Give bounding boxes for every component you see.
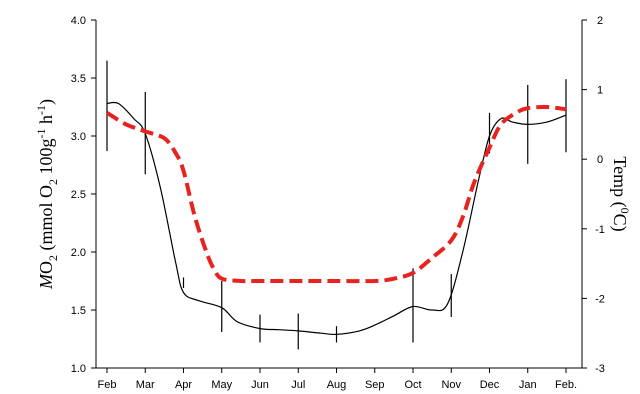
left-tick-label: 2.0 xyxy=(71,247,86,259)
right-tick-label: 0 xyxy=(597,154,603,166)
series-lines xyxy=(105,101,567,336)
right-tick-label: -1 xyxy=(595,224,605,236)
x-tick-label: Dec xyxy=(480,379,500,391)
right-tick-label: -2 xyxy=(595,293,605,305)
right-tick-label: -3 xyxy=(595,363,605,375)
x-tick-label: Aug xyxy=(327,379,347,391)
left-tick-label: 1.5 xyxy=(71,305,86,317)
x-tick-label: Feb xyxy=(98,379,117,391)
series-line-mo2 xyxy=(106,101,567,336)
left-tick-label: 1.0 xyxy=(71,363,86,375)
left-axis-title: MO2 (mmol O2 100g-1 h-1) xyxy=(34,99,60,290)
x-tick-label: Nov xyxy=(441,379,461,391)
x-tick-label: Sep xyxy=(365,379,385,391)
left-tick-label: 2.5 xyxy=(71,189,86,201)
left-axis-ticks: 1.0 1.5 2.0 2.5 3.0 3.5 4.0 xyxy=(71,15,96,375)
x-tick-label: Oct xyxy=(404,379,421,391)
left-tick-label: 4.0 xyxy=(71,15,86,27)
x-tick-label: Feb. xyxy=(555,379,577,391)
right-axis-ticks: -3 -2 -1 0 1 2 xyxy=(582,15,605,375)
right-tick-label: 2 xyxy=(597,15,603,27)
x-tick-label: Jan xyxy=(519,379,537,391)
right-axis-title: Temp (0C) xyxy=(609,156,632,231)
x-tick-label: Mar xyxy=(136,379,155,391)
series-line-temperature xyxy=(105,104,567,284)
right-tick-label: 1 xyxy=(597,85,603,97)
left-tick-label: 3.5 xyxy=(71,73,86,85)
error-bars xyxy=(106,60,567,350)
x-tick-label: May xyxy=(211,379,232,391)
x-tick-label: Jul xyxy=(291,379,305,391)
x-tick-label: Apr xyxy=(175,379,192,391)
x-axis-ticks: Feb Mar Apr May Jun Jul Aug Sep Oct Nov Dec Jan Feb. xyxy=(98,368,577,391)
left-tick-label: 3.0 xyxy=(71,131,86,143)
x-tick-label: Jun xyxy=(251,379,269,391)
